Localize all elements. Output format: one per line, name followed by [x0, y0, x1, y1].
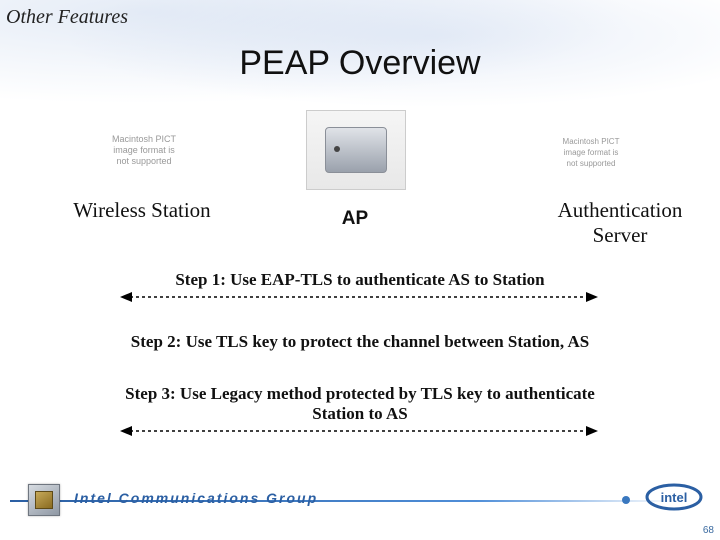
- step-3-text-line2: Station to AS: [0, 404, 720, 424]
- chip-core: [35, 491, 53, 509]
- step-3-arrow: [120, 424, 598, 438]
- pict-placeholder-right: Macintosh PICT image format is not suppo…: [556, 126, 626, 178]
- slide-title: PEAP Overview: [0, 44, 720, 83]
- step-2-text: Step 2: Use TLS key to protect the chann…: [0, 332, 720, 352]
- footer-group-text: Intel Communications Group: [74, 490, 318, 506]
- ap-image: [306, 110, 406, 190]
- intel-logo-text: intel: [661, 490, 688, 505]
- caption-wireless-station: Wireless Station: [62, 198, 222, 223]
- chip-icon: [28, 484, 60, 516]
- page-number: 68: [703, 525, 714, 536]
- step-1-text: Step 1: Use EAP-TLS to authenticate AS t…: [0, 270, 720, 290]
- intel-logo: intel: [644, 482, 704, 512]
- caption-row: Wireless Station AP Authentication Serve…: [0, 198, 720, 252]
- ap-device-graphic: [325, 127, 387, 173]
- footer: Intel Communications Group intel: [0, 486, 720, 514]
- step-1-arrow: [120, 290, 598, 304]
- caption-ap: AP: [320, 208, 390, 230]
- step-3-text-line1: Step 3: Use Legacy method protected by T…: [0, 384, 720, 404]
- caption-auth-server: Authentication Server: [540, 198, 700, 248]
- icon-row: Macintosh PICT image format is not suppo…: [0, 112, 720, 202]
- footer-dot: [622, 496, 630, 504]
- section-header: Other Features: [6, 6, 128, 29]
- pict-placeholder-left: Macintosh PICT image format is not suppo…: [104, 126, 184, 174]
